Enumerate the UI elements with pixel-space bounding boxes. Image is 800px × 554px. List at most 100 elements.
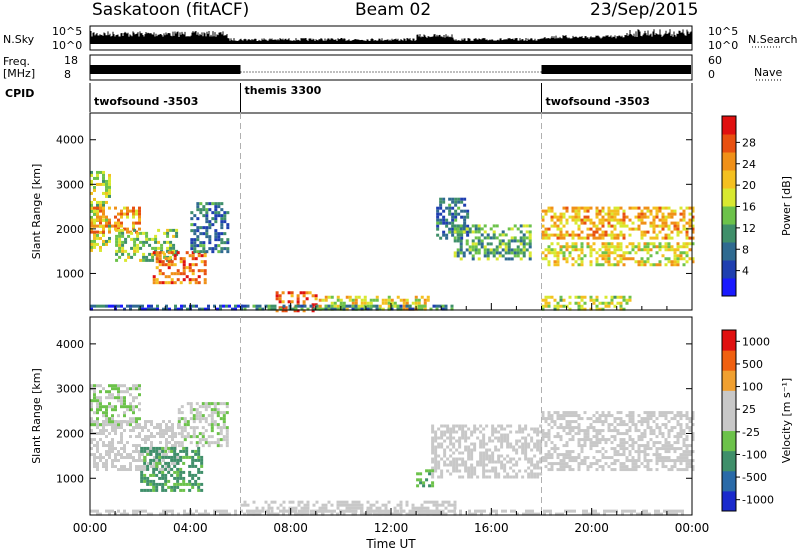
scatter-region — [416, 469, 435, 488]
y-axis-label: Slant Range [km] — [30, 368, 43, 464]
power-panel-colorbar: 4 8 12 16 20 24 28 Power [dB] — [721, 115, 793, 297]
colorbar-tick-label: 500 — [742, 358, 763, 371]
power-panel: 1000 2000 3000 4000 Slant Range [km] 4 8 12 16 20… — [30, 112, 793, 313]
colorbar-tick-label: 16 — [742, 201, 756, 214]
nsky-label: N.Sky — [3, 33, 35, 46]
colorbar-tick-label: 4 — [742, 265, 749, 278]
colorbar-segment — [722, 490, 736, 512]
x-tick-label: 08:00 — [273, 521, 308, 535]
scatter-region — [190, 202, 230, 254]
colorbar-tick-label: 24 — [742, 158, 756, 171]
colorbar-segment — [722, 350, 736, 371]
freq-tick: 8 — [64, 68, 71, 81]
colorbar-segment — [722, 410, 736, 432]
colorbar-segment — [722, 390, 736, 411]
x-tick-label: 12:00 — [374, 521, 409, 535]
nave-tick: 0 — [708, 68, 715, 81]
colorbar-tick-label: 8 — [742, 243, 749, 256]
colorbar-tick-label: -1000 — [742, 494, 774, 507]
nsky-tick: 10^5 — [52, 25, 82, 38]
freq-tick: 18 — [64, 54, 78, 67]
power-panel-data — [90, 170, 695, 313]
scatter-region — [152, 251, 207, 285]
scatter-region — [115, 228, 179, 262]
colorbar-segment — [722, 278, 736, 297]
y-tick-label: 3000 — [56, 383, 84, 396]
colorbar-segment — [722, 242, 736, 261]
scatter-region — [541, 411, 695, 472]
scatter-region — [431, 424, 543, 479]
colorbar-tick-label: 28 — [742, 136, 756, 149]
colorbar-tick-label: -500 — [742, 471, 767, 484]
colorbar-label: Velocity [m s⁻¹] — [780, 378, 793, 463]
velocity-panel-data — [90, 384, 695, 516]
colorbar-tick-label: 20 — [742, 179, 756, 192]
x-tick-label: 16:00 — [474, 521, 509, 535]
colorbar-segment — [722, 188, 736, 207]
freq-block — [90, 65, 241, 74]
scatter-region — [453, 224, 532, 261]
freq-label-line1: Freq. — [3, 55, 31, 68]
freq-block — [541, 65, 691, 74]
cpid-segment-label: twofsound -3503 — [94, 95, 198, 108]
x-tick-label: 00:00 — [73, 521, 108, 535]
y-axis-label: Slant Range [km] — [30, 164, 43, 260]
nsearch-label: N.Search — [748, 33, 798, 46]
scatter-region — [177, 402, 229, 448]
station-title: Saskatoon (fitACF) — [92, 0, 250, 20]
x-axis-label: Time UT — [365, 537, 416, 551]
colorbar-segment — [722, 116, 736, 135]
colorbar-segment — [722, 370, 736, 391]
colorbar-segment — [722, 170, 736, 189]
x-tick-label: 04:00 — [173, 521, 208, 535]
nave-tick: 60 — [708, 54, 722, 67]
y-tick-label: 1000 — [56, 267, 84, 280]
date-label: 23/Sep/2015 — [590, 0, 699, 20]
nsearch-tick: 10^5 — [708, 25, 738, 38]
colorbar-segment — [722, 152, 736, 171]
freq-label-line2: [MHz] — [3, 67, 36, 80]
colorbar-tick-label: -25 — [742, 426, 760, 439]
scatter-region — [140, 446, 204, 492]
colorbar-segment — [722, 450, 736, 472]
colorbar-tick-label: 25 — [742, 403, 756, 416]
colorbar-segment — [722, 134, 736, 153]
nsky-tick: 10^0 — [52, 39, 82, 52]
x-tick-label: 00:00 — [675, 521, 710, 535]
cpid-segment-label: themis 3300 — [245, 84, 322, 97]
y-tick-label: 2000 — [56, 427, 84, 440]
colorbar-tick-label: 12 — [742, 222, 756, 235]
colorbar-segment — [722, 206, 736, 225]
colorbar-segment — [722, 224, 736, 243]
scatter-region — [240, 304, 454, 311]
scatter-region — [541, 206, 695, 240]
colorbar-segment — [722, 470, 736, 492]
y-tick-label: 2000 — [56, 223, 84, 236]
nsky-strip-frame — [89, 25, 693, 51]
nave-label: Nave — [754, 66, 783, 79]
colorbar-frame — [721, 329, 737, 512]
x-tick-label: 20:00 — [574, 521, 609, 535]
cpid-label: CPID — [5, 87, 35, 100]
beam-label: Beam 02 — [355, 0, 432, 20]
velocity-panel-colorbar: 1000 500 100 25 -25 -100 -500 -1000 Velocity [m … — [721, 329, 793, 512]
nsearch-tick: 10^0 — [708, 39, 738, 52]
colorbar-tick-label: -100 — [742, 448, 767, 461]
y-tick-label: 1000 — [56, 472, 84, 485]
colorbar-segment — [722, 260, 736, 279]
y-tick-label: 4000 — [56, 134, 84, 147]
nsky-trace — [90, 29, 692, 44]
colorbar-tick-label: 1000 — [742, 335, 770, 348]
colorbar-tick-label: 100 — [742, 381, 763, 394]
y-tick-label: 4000 — [56, 338, 84, 351]
scatter-region — [541, 295, 632, 311]
scatter-region — [90, 384, 141, 427]
cpid-segment-label: twofsound -3503 — [546, 95, 650, 108]
y-tick-label: 3000 — [56, 178, 84, 191]
colorbar-label: Power [dB] — [780, 176, 793, 236]
colorbar-segment — [722, 430, 736, 452]
colorbar-segment — [722, 330, 736, 351]
scatter-region — [541, 242, 695, 267]
